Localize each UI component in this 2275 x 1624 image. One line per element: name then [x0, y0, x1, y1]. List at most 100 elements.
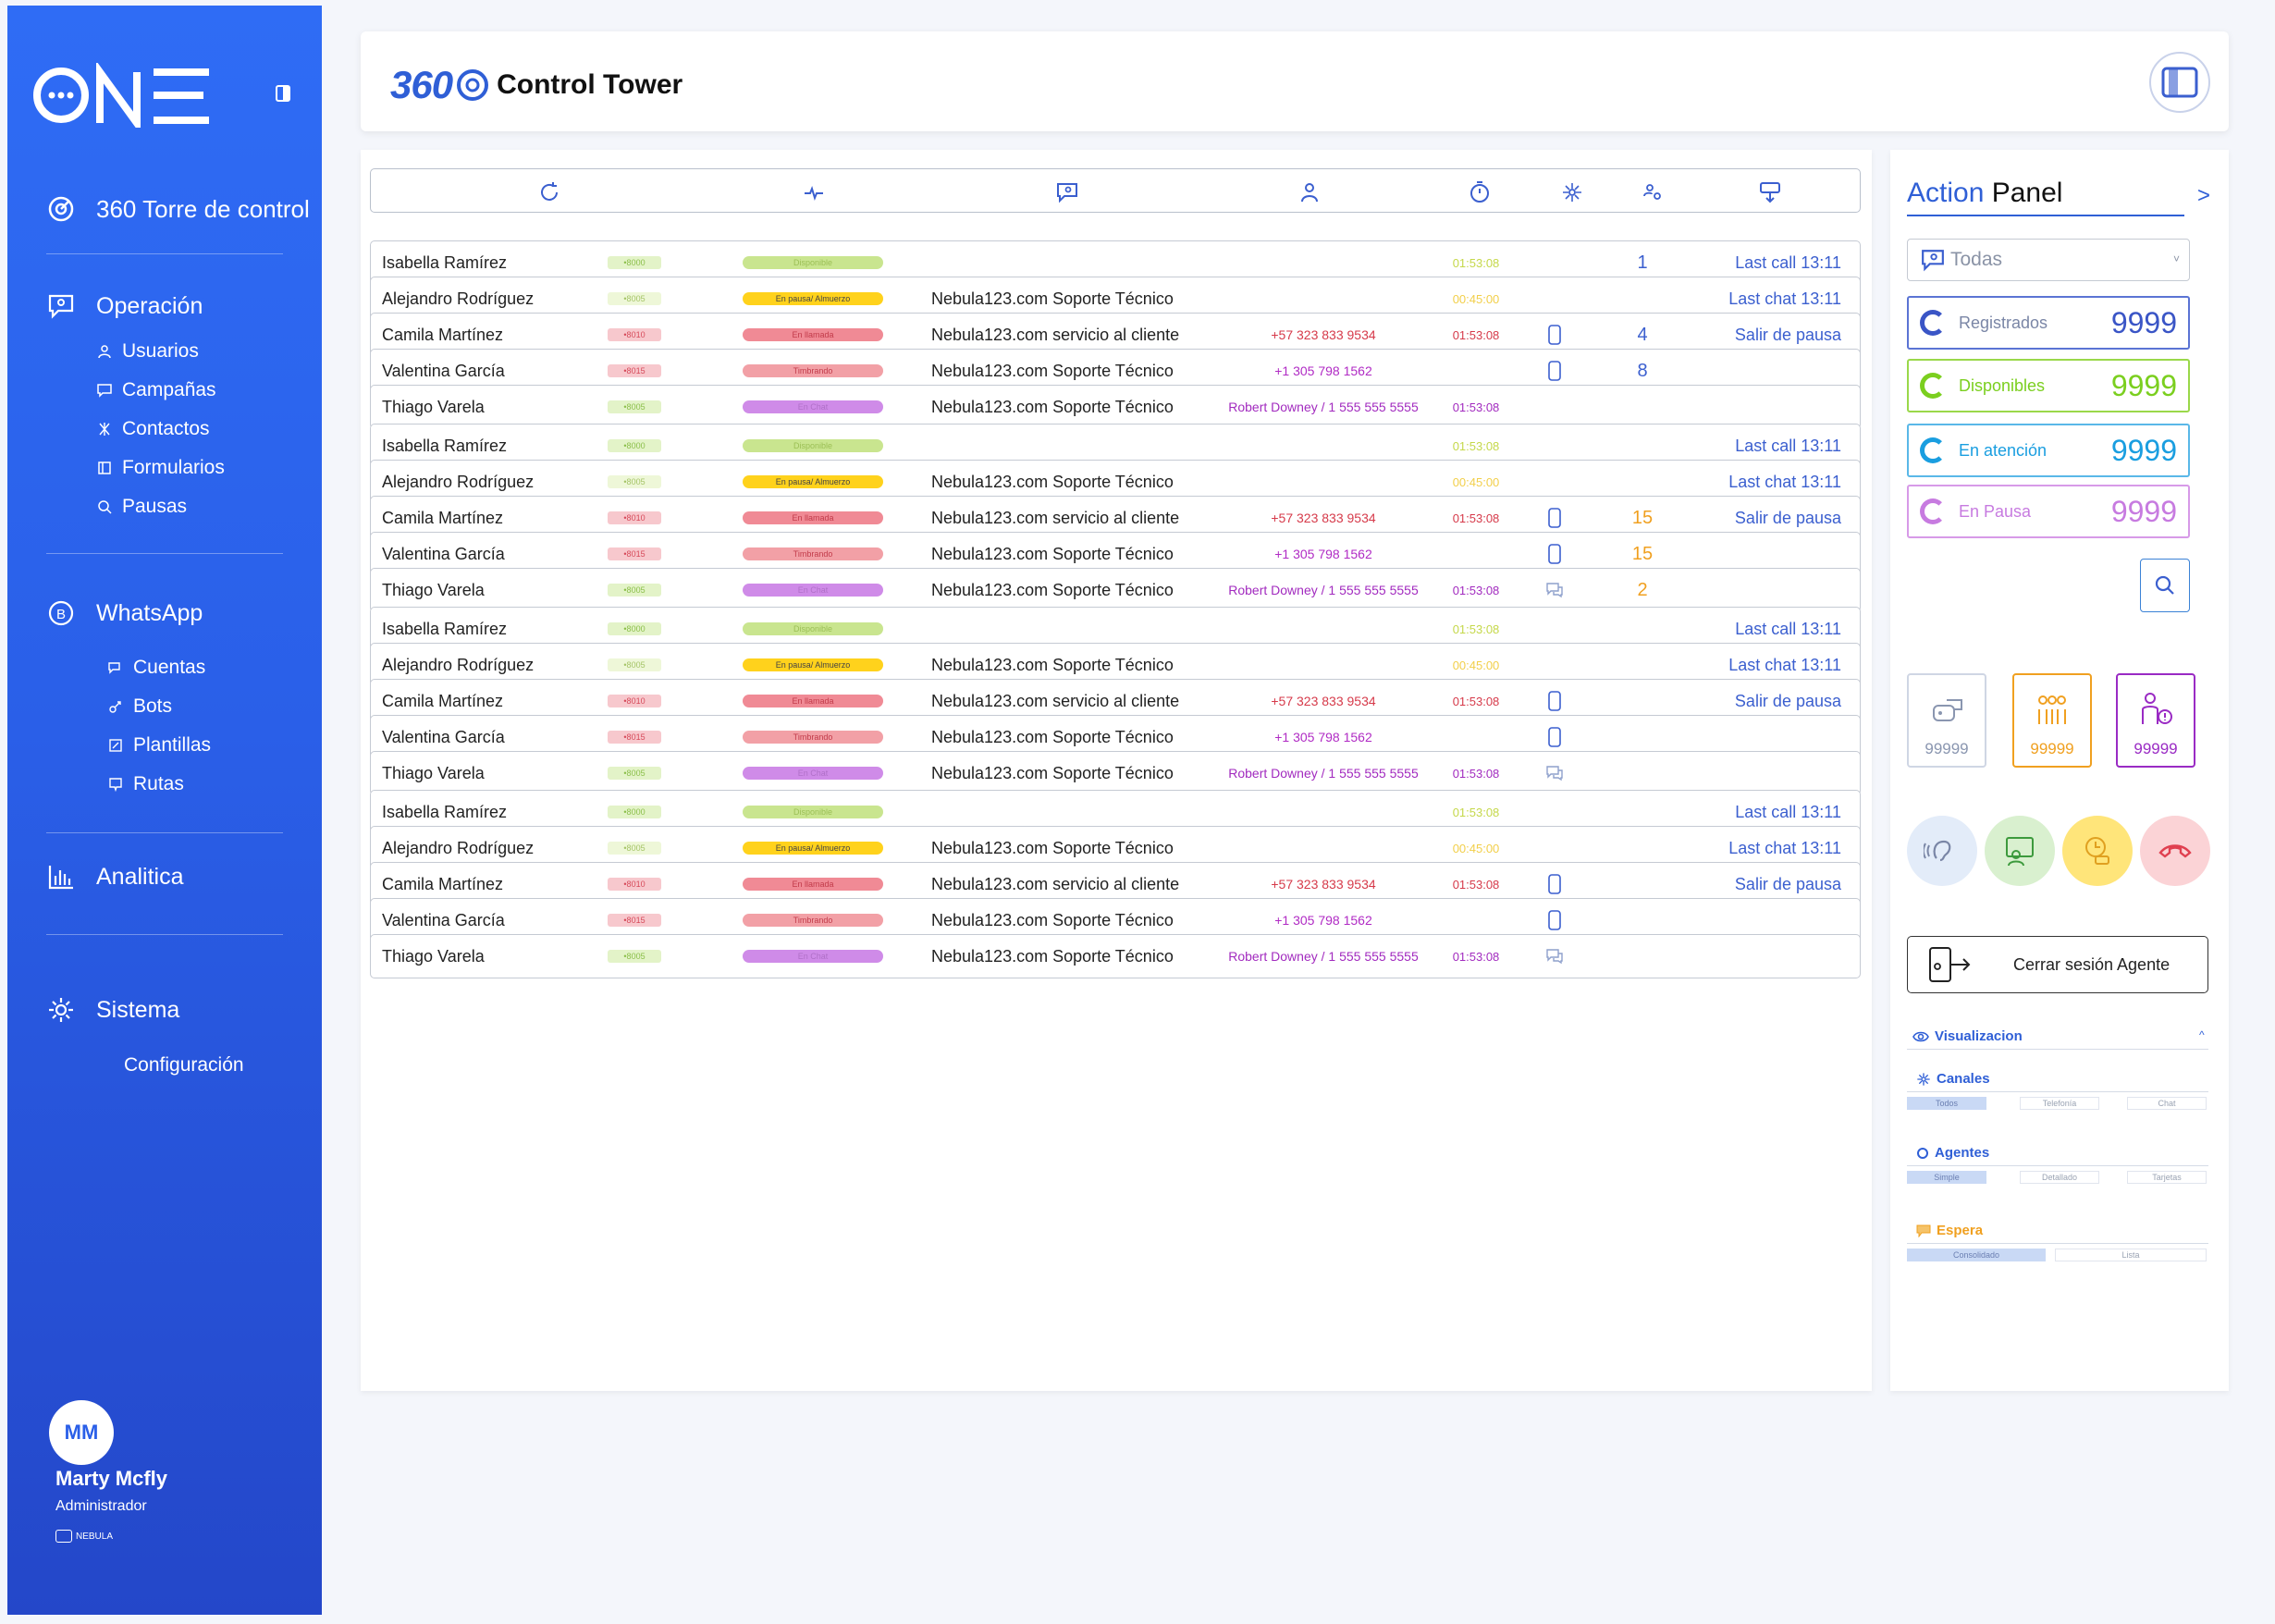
queue-card[interactable]: 99999 [2012, 673, 2092, 768]
nav-sub-label: Configuración [124, 1054, 244, 1076]
extension-badge: •8010 [608, 314, 661, 356]
elapsed-time: 01:53:08 [1452, 877, 1500, 892]
table-row[interactable]: Thiago Varela •8005 En Chat Nebula123.com S… [370, 568, 1861, 612]
row-action-link[interactable]: Salir de pausa [1734, 691, 1841, 710]
table-row[interactable]: Thiago Varela •8005 En Chat Nebula123.com S… [370, 385, 1861, 429]
row-action-link[interactable]: Salir de pausa [1734, 874, 1841, 893]
chip-lista[interactable]: Lista [2055, 1249, 2207, 1261]
nav-bots[interactable]: Bots [107, 695, 172, 718]
coach-screen-icon [2006, 837, 2034, 867]
chip-consolidado[interactable]: Consolidado [1907, 1249, 2046, 1261]
stat-en-atención[interactable]: En atención 9999 [1907, 424, 2190, 477]
chip-tarjetas[interactable]: Tarjetas [2127, 1171, 2207, 1184]
status-label: En llamada [743, 328, 883, 341]
campaign-icon[interactable] [1055, 180, 1079, 204]
one-logo[interactable] [33, 60, 218, 135]
agent-name: Isabella Ramírez [382, 802, 508, 821]
wait-chat-icon [1916, 1224, 1931, 1237]
queue-card[interactable]: 99999 [2116, 673, 2195, 768]
avatar[interactable]: MM [49, 1400, 114, 1465]
extension-label: •8005 [608, 767, 661, 780]
nav-analitica[interactable]: Analitica [46, 862, 184, 892]
nav-formularios[interactable]: Formularios [96, 457, 225, 479]
nav-campanas[interactable]: Campañas [96, 379, 216, 401]
table-row[interactable]: Thiago Varela •8005 En Chat Nebula123.com S… [370, 934, 1861, 978]
phone-icon [1536, 899, 1573, 941]
hangup-button[interactable] [2140, 816, 2210, 886]
nav-rutas[interactable]: Rutas [107, 773, 184, 795]
row-action-link[interactable]: Last call 13:11 [1735, 619, 1841, 638]
form-icon [96, 460, 113, 476]
stat-value: 9999 [2110, 433, 2177, 467]
elapsed-time: 01:53:08 [1452, 255, 1500, 270]
stat-registrados[interactable]: Registrados 9999 [1907, 296, 2190, 350]
extension-label: •8000 [608, 256, 661, 269]
search-button[interactable] [2140, 559, 2190, 612]
stat-en-pausa[interactable]: En Pausa 9999 [1907, 485, 2190, 538]
collapse-viz-icon[interactable]: ^ [2199, 1028, 2205, 1041]
agents-label: Agentes [1935, 1145, 1990, 1161]
visualization-section[interactable]: Visualizacion [1912, 1028, 2023, 1044]
coach-button[interactable] [1985, 816, 2055, 886]
whatsapp-icon: B [46, 598, 76, 628]
chip-detallado[interactable]: Detallado [2020, 1171, 2099, 1184]
timer-icon[interactable] [1468, 180, 1492, 204]
routing-icon[interactable] [1758, 180, 1782, 204]
nav-usuarios[interactable]: Usuarios [96, 340, 199, 363]
nav-contactos[interactable]: Contactos [96, 418, 210, 440]
row-action-link[interactable]: Last chat 13:11 [1728, 472, 1841, 491]
row-action-link[interactable]: Last call 13:11 [1735, 802, 1841, 821]
nav-cuentas[interactable]: Cuentas [107, 657, 205, 679]
nav-pausas[interactable]: Pausas [96, 496, 187, 518]
queue-card[interactable]: 99999 [1907, 673, 1986, 768]
nav-torre-control[interactable]: 360 Torre de control [46, 194, 310, 224]
queue-icon[interactable] [1642, 180, 1666, 204]
table-row[interactable]: Thiago Varela •8005 En Chat Nebula123.com S… [370, 751, 1861, 795]
status-ring-icon [1920, 498, 1946, 524]
logout-agent-button[interactable]: Cerrar sesión Agente [1907, 936, 2208, 993]
channels-icon[interactable] [1560, 180, 1584, 204]
nav-whatsapp[interactable]: B WhatsApp [46, 598, 203, 628]
row-action-link[interactable]: Salir de pausa [1734, 325, 1841, 344]
row-action-link[interactable]: Salir de pausa [1734, 508, 1841, 527]
activity-icon[interactable] [802, 180, 826, 204]
extension-label: •8015 [608, 547, 661, 560]
campaign-name: Nebula123.com Soporte Técnico [931, 580, 1174, 599]
status-label: En pausa/ Almuerzo [743, 292, 883, 305]
panel-toggle-button[interactable] [2149, 52, 2210, 113]
elapsed-time: 01:53:08 [1452, 805, 1500, 819]
row-action-link[interactable]: Last chat 13:11 [1728, 838, 1841, 857]
bar-chart-icon [46, 862, 76, 892]
agent-name: Camila Martínez [382, 874, 504, 893]
extension-label: •8005 [608, 842, 661, 855]
row-action-link[interactable]: Last call 13:11 [1735, 436, 1841, 455]
sidebar-collapse-button[interactable] [276, 85, 290, 102]
chip-simple[interactable]: Simple [1907, 1171, 1986, 1184]
user-role: Administrador [55, 1498, 147, 1514]
expand-panel-button[interactable]: > [2196, 183, 2210, 208]
row-action-link[interactable]: Last chat 13:11 [1728, 289, 1841, 308]
extension-badge: •8000 [608, 791, 661, 833]
agent-icon[interactable] [1297, 180, 1322, 204]
chip-todos[interactable]: Todos [1907, 1097, 1986, 1110]
row-action-link[interactable]: Last call 13:11 [1735, 252, 1841, 272]
bot-chat-icon [1926, 689, 1967, 734]
agent-name: Alejandro Rodríguez [382, 472, 535, 491]
pause-break-button[interactable] [2062, 816, 2133, 886]
extension-badge: •8005 [608, 569, 661, 611]
stat-disponibles[interactable]: Disponibles 9999 [1907, 359, 2190, 412]
listen-button[interactable] [1907, 816, 1977, 886]
refresh-icon[interactable] [537, 180, 561, 204]
divider [46, 934, 283, 935]
agent-name: Isabella Ramírez [382, 619, 508, 638]
campaign-filter-select[interactable]: Todas ˅ [1907, 239, 2190, 281]
nav-configuracion[interactable]: Configuración [124, 1054, 244, 1077]
row-action-link[interactable]: Last chat 13:11 [1728, 655, 1841, 674]
status-label: En pausa/ Almuerzo [743, 658, 883, 671]
chip-chat[interactable]: Chat [2127, 1097, 2207, 1110]
nav-sistema[interactable]: Sistema [46, 995, 179, 1025]
chip-telefonia[interactable]: Telefonía [2020, 1097, 2099, 1110]
nav-operacion[interactable]: Operación [46, 291, 203, 321]
nav-plantillas[interactable]: Plantillas [107, 734, 211, 757]
agents-group: Agentes [1916, 1145, 1989, 1161]
